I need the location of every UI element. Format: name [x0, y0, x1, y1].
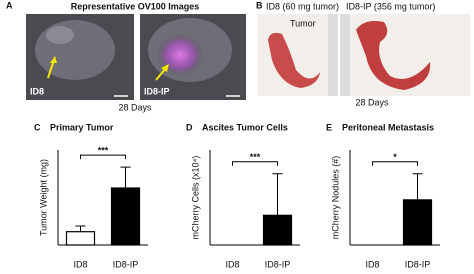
- bar: [402, 199, 433, 246]
- x-tick-label: ID8: [73, 259, 87, 269]
- x-tick-label: ID8: [365, 259, 379, 269]
- caption: 28 Days: [118, 102, 152, 112]
- annotation: Tumor: [290, 18, 316, 28]
- y-axis-label: mCherry Nodules (#): [330, 156, 340, 240]
- significance: ***: [250, 152, 261, 162]
- significance-bracket: [80, 154, 126, 160]
- x-tick-label: ID8-IP: [405, 259, 431, 269]
- chart-title: Ascites Tumor Cells: [202, 122, 288, 132]
- bar: [65, 231, 96, 246]
- x-tick-label: ID8: [225, 259, 239, 269]
- ruler: [340, 14, 350, 96]
- ruler: [328, 14, 338, 96]
- bar: [110, 187, 141, 246]
- x-tick-label: ID8-IP: [265, 259, 291, 269]
- image-label: ID8-IP (356 mg tumor): [346, 1, 435, 11]
- y-axis-label: Tumor Weight (mg): [38, 159, 48, 236]
- y-axis-label: mCherry Cells (x10⁴): [190, 156, 200, 240]
- panel-letter: C: [34, 122, 41, 132]
- panel-letter: B: [256, 0, 263, 10]
- panel-letter: E: [326, 122, 332, 132]
- caption: 28 Days: [355, 97, 389, 107]
- panel-title: Representative OV100 Images: [71, 1, 200, 11]
- image-label: ID8-IP: [144, 86, 170, 96]
- significance-bracket: [232, 161, 278, 166]
- tissue: [268, 32, 320, 88]
- significance-bracket: [372, 161, 418, 166]
- chart-title: Peritoneal Metastasis: [342, 122, 434, 132]
- panel-letter: D: [186, 122, 193, 132]
- panel-letter: A: [6, 0, 13, 10]
- arrow: [161, 64, 169, 72]
- tissue: [356, 21, 431, 90]
- bar: [262, 214, 293, 246]
- x-tick-label: ID8-IP: [113, 259, 139, 269]
- tissue: [46, 26, 74, 44]
- arrow: [50, 56, 57, 63]
- image-label: ID8: [30, 86, 44, 96]
- significance: ***: [98, 145, 109, 155]
- tissue: [35, 20, 115, 80]
- significance: *: [393, 152, 397, 162]
- chart-title: Primary Tumor: [50, 122, 114, 132]
- image-label: ID8 (60 mg tumor): [266, 1, 339, 11]
